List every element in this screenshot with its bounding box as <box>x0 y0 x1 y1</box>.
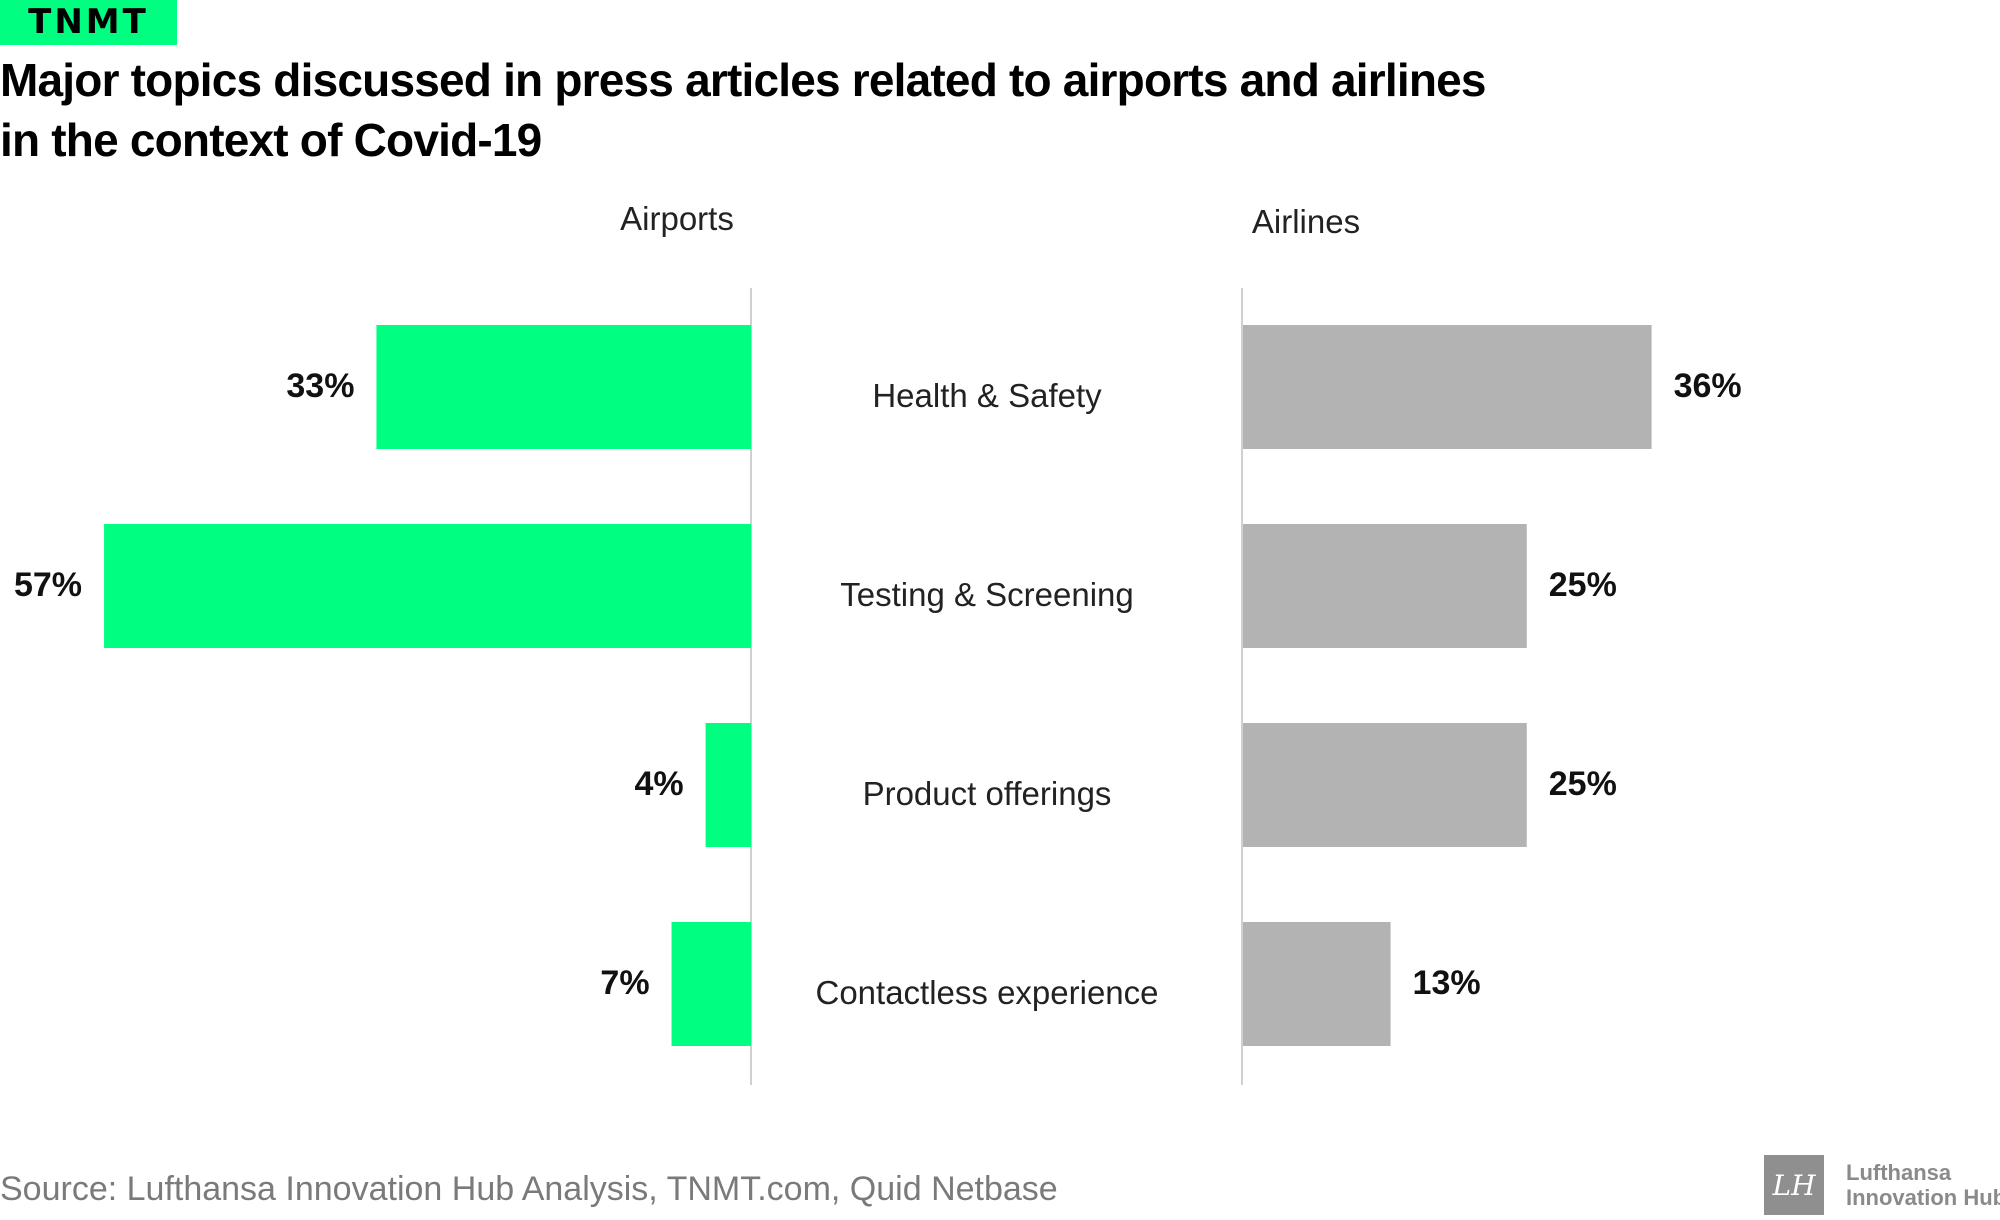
airlines-value-label: 25% <box>1549 566 1617 604</box>
category-labels: Health & Safety Testing & Screening Produc… <box>815 377 1158 1011</box>
lh-monogram-icon: LH <box>1764 1155 1824 1215</box>
airports-bars: 33% 57% 4% 7% <box>14 325 752 1046</box>
svg-text:LH: LH <box>1771 1169 1816 1202</box>
chart-title-line-2: in the context of Covid-19 <box>0 114 542 166</box>
category-label: Product offerings <box>863 775 1112 812</box>
airlines-panel-title: Airlines <box>1251 203 1361 240</box>
lufthansa-innovation-hub-logo: Lufthansa Innovation Hub <box>1846 1160 2000 1210</box>
airports-value-label: 57% <box>14 566 82 604</box>
airlines-bar <box>1243 922 1391 1046</box>
logo-line-2: Innovation Hub <box>1846 1185 2000 1210</box>
logo-line-1: Lufthansa <box>1846 1160 1952 1185</box>
bar-chart: 33% 57% 4% 7% 36% 25% 25% 13% Health & Safety T… <box>14 288 1742 1085</box>
category-label: Testing & Screening <box>840 576 1134 613</box>
airports-panel-title: Airports <box>620 200 734 237</box>
airports-value-label: 33% <box>286 367 354 405</box>
airlines-value-label: 36% <box>1674 367 1742 405</box>
airlines-value-label: 25% <box>1549 765 1617 803</box>
airports-value-label: 4% <box>634 765 683 803</box>
source-note: Source: Lufthansa Innovation Hub Analysi… <box>0 1170 1058 1208</box>
airlines-bar <box>1243 723 1527 847</box>
category-label: Contactless experience <box>815 974 1158 1011</box>
airports-bar <box>705 723 751 847</box>
airports-bar <box>671 922 751 1046</box>
airlines-bar <box>1243 524 1527 648</box>
chart-title-line-1: Major topics discussed in press articles… <box>0 54 1486 106</box>
airlines-value-label: 13% <box>1413 964 1481 1002</box>
chart-title: Major topics discussed in press articles… <box>0 50 1700 170</box>
airlines-bar <box>1243 325 1652 449</box>
airlines-bars: 36% 25% 25% 13% <box>1243 325 1742 1046</box>
airports-value-label: 7% <box>600 964 649 1002</box>
airports-bar <box>104 524 752 648</box>
airports-bar <box>376 325 751 449</box>
category-label: Health & Safety <box>872 377 1102 414</box>
brand-tag: TNMT <box>0 0 177 45</box>
